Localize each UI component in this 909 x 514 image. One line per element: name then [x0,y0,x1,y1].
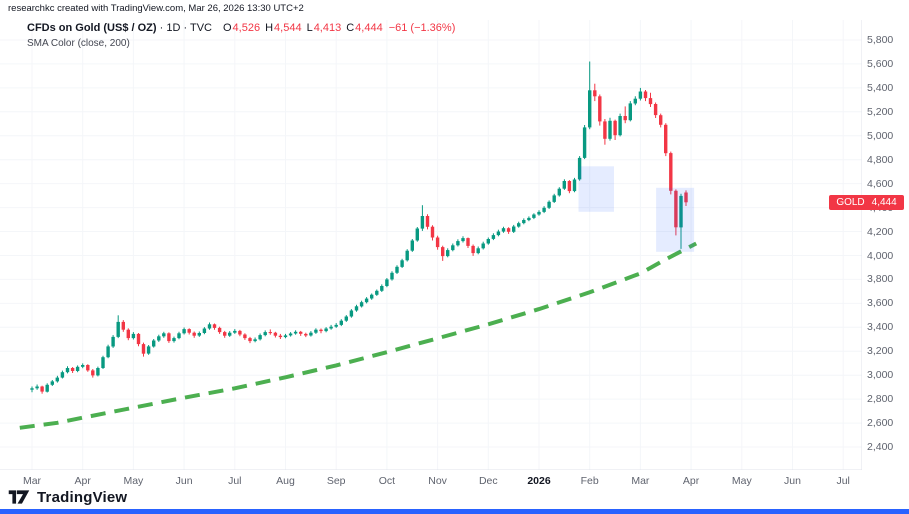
chart-legend: CFDs on Gold (US$ / OZ) · 1D · TVC O4,526… [27,22,455,49]
price-tick-label: 3,400 [867,321,894,334]
time-tick-label: Mar [631,475,650,487]
price-tick-label: 3,000 [867,369,894,382]
last-price-symbol: GOLD [836,196,865,208]
sma-200-line[interactable] [19,241,698,430]
tradingview-logo-icon[interactable] [8,488,30,506]
price-tick-label: 5,600 [867,57,894,70]
time-tick-label: Jun [784,475,801,487]
legend-main-row: CFDs on Gold (US$ / OZ) · 1D · TVC O4,526… [27,22,455,34]
symbol-meta: · 1D · TVC [156,22,212,34]
bottom-accent-bar [0,509,909,514]
price-tick-label: 5,800 [867,34,894,46]
time-axis[interactable]: Mar Apr May Jun Jul Aug Sep Oct Nov Dec 2026 Feb Mar… [0,470,909,492]
time-tick-label: Jun [175,475,193,487]
price-tick-label: 4,600 [867,177,894,190]
price-tick-label: 5,000 [867,129,894,142]
high-label: H [265,22,274,34]
price-tick-label: 5,400 [867,81,894,94]
price-tick-label: 2,600 [867,417,894,430]
change-value: −61 (−1.36%) [388,22,456,34]
attribution-text: researchkc created with TradingView.com,… [8,3,304,14]
price-tick-label: 5,200 [867,105,894,118]
highlight-box[interactable] [578,166,615,212]
price-tick-label: 2,400 [867,441,894,453]
time-tick-label: Feb [580,475,599,487]
price-tick-label: 2,800 [867,393,894,406]
time-tick-label: 2026 [527,475,551,487]
time-tick-label: Jul [228,475,242,487]
tradingview-brand-text[interactable]: TradingView [37,488,128,506]
time-tick-label: Oct [378,475,396,487]
close-value: 4,444 [355,22,383,34]
open-value: 4,526 [232,22,261,34]
time-tick-label: Mar [22,475,42,487]
price-tick-label: 4,800 [867,153,894,166]
grid-lines [0,20,862,470]
price-tick-label: 3,200 [867,345,894,358]
close-label: C [346,22,355,34]
low-label: L [306,22,313,34]
low-value: 4,413 [313,22,342,34]
time-tick-label: Apr [682,475,700,487]
price-tick-label: 4,200 [867,225,894,238]
price-tick-label: 4,000 [867,249,894,262]
price-axis[interactable]: 5,8005,6005,4005,2005,0004,8004,6004,400… [862,0,909,470]
time-tick-label: Aug [276,475,295,487]
time-tick-label: Sep [326,475,346,487]
time-tick-label: Jul [836,475,850,487]
highlight-box[interactable] [656,187,695,252]
indicator-legend-sma[interactable]: SMA Color (close, 200) [27,38,130,49]
last-price-badge: GOLD 4,444 [829,194,904,210]
time-tick-label: May [731,475,752,487]
time-tick-label: May [123,475,144,487]
time-tick-label: Dec [478,475,498,487]
time-tick-label: Apr [74,475,91,487]
chart-footer: TradingView [8,486,127,508]
price-tick-label: 3,600 [867,297,894,310]
price-tick-label: 3,800 [867,273,894,286]
ohlc-readout: O4,526 H4,544 L4,413 C4,444 −61 (−1.36%) [218,22,455,34]
candlestick-series[interactable] [30,61,688,394]
time-tick-label: Nov [428,475,447,487]
last-price-value: 4,444 [871,196,897,208]
open-label: O [222,22,232,34]
high-value: 4,544 [274,22,302,34]
symbol-title[interactable]: CFDs on Gold (US$ / OZ) [27,22,157,34]
